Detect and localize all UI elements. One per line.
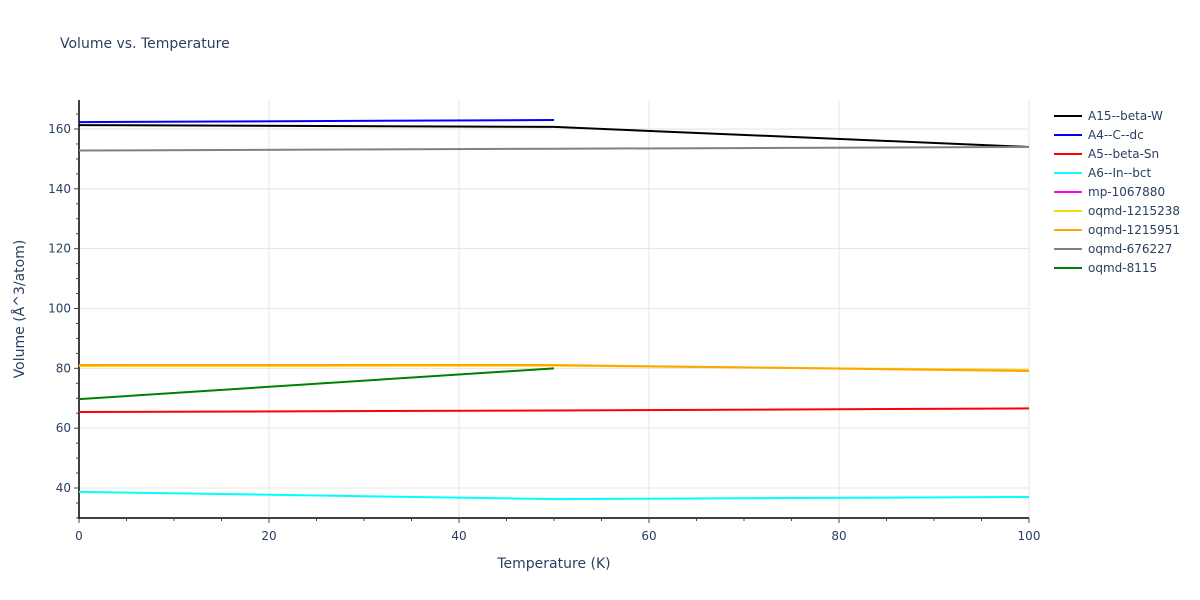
legend: A15--beta-W A4--C--dc A5--beta-Sn A6--In--b… [1054, 106, 1180, 277]
x-tick-label: 80 [831, 529, 846, 543]
legend-item[interactable]: A4--C--dc [1054, 125, 1180, 144]
legend-swatch-icon [1054, 266, 1082, 269]
legend-item[interactable]: oqmd-8115 [1054, 258, 1180, 277]
series-line-oqmd-676227[interactable] [78, 145, 1030, 152]
y-tick-label: 120 [48, 242, 71, 256]
legend-item[interactable]: A15--beta-W [1054, 106, 1180, 125]
legend-label: A4--C--dc [1088, 127, 1144, 142]
legend-item[interactable]: A5--beta-Sn [1054, 144, 1180, 163]
x-tick-label: 60 [641, 529, 656, 543]
legend-swatch-icon [1054, 152, 1082, 155]
legend-swatch-icon [1054, 171, 1082, 174]
legend-swatch-icon [1054, 209, 1082, 212]
legend-swatch-icon [1054, 190, 1082, 193]
series-line-A4--C--dc[interactable] [78, 119, 555, 124]
series-line-oqmd-1215951[interactable] [79, 364, 1030, 373]
series-line-A15--beta-W[interactable] [78, 124, 1030, 148]
x-tick-label: 40 [451, 529, 466, 543]
legend-label: A6--In--bct [1088, 165, 1152, 180]
legend-label: A15--beta-W [1088, 108, 1163, 123]
y-tick-label: 160 [48, 122, 71, 136]
y-tick-label: 100 [48, 302, 71, 316]
legend-item[interactable]: mp-1067880 [1054, 182, 1180, 201]
legend-label: oqmd-1215951 [1088, 222, 1181, 237]
series-line-A6--In--bct[interactable] [78, 490, 1030, 501]
legend-label: oqmd-1215238 [1088, 203, 1181, 218]
legend-swatch-icon [1054, 247, 1082, 250]
legend-swatch-icon [1054, 133, 1082, 136]
legend-swatch-icon [1054, 228, 1082, 231]
y-tick-label: 140 [48, 182, 71, 196]
legend-swatch-icon [1054, 114, 1082, 117]
series-line-A5--beta-Sn[interactable] [78, 407, 1030, 414]
series-group [78, 119, 1030, 501]
x-tick-label: 20 [261, 529, 276, 543]
x-axis-title: Temperature (K) [496, 556, 610, 572]
y-axis-title: Volume (Å^3/atom) [11, 240, 28, 379]
y-tick-label: 40 [56, 481, 71, 495]
legend-label: oqmd-8115 [1088, 260, 1158, 275]
y-tick-label: 60 [56, 421, 71, 435]
legend-item[interactable]: oqmd-1215951 [1054, 220, 1180, 239]
legend-item[interactable]: A6--In--bct [1054, 163, 1180, 182]
x-tick-label: 100 [1018, 529, 1041, 543]
y-tick-label: 80 [56, 361, 71, 375]
series-line-oqmd-8115[interactable] [78, 367, 555, 401]
legend-label: A5--beta-Sn [1088, 146, 1160, 161]
x-tick-label: 0 [75, 529, 83, 543]
legend-label: mp-1067880 [1088, 184, 1166, 199]
legend-item[interactable]: oqmd-1215238 [1054, 201, 1180, 220]
legend-item[interactable]: oqmd-676227 [1054, 239, 1180, 258]
legend-label: oqmd-676227 [1088, 241, 1173, 256]
chart-title: Volume vs. Temperature [60, 36, 230, 52]
